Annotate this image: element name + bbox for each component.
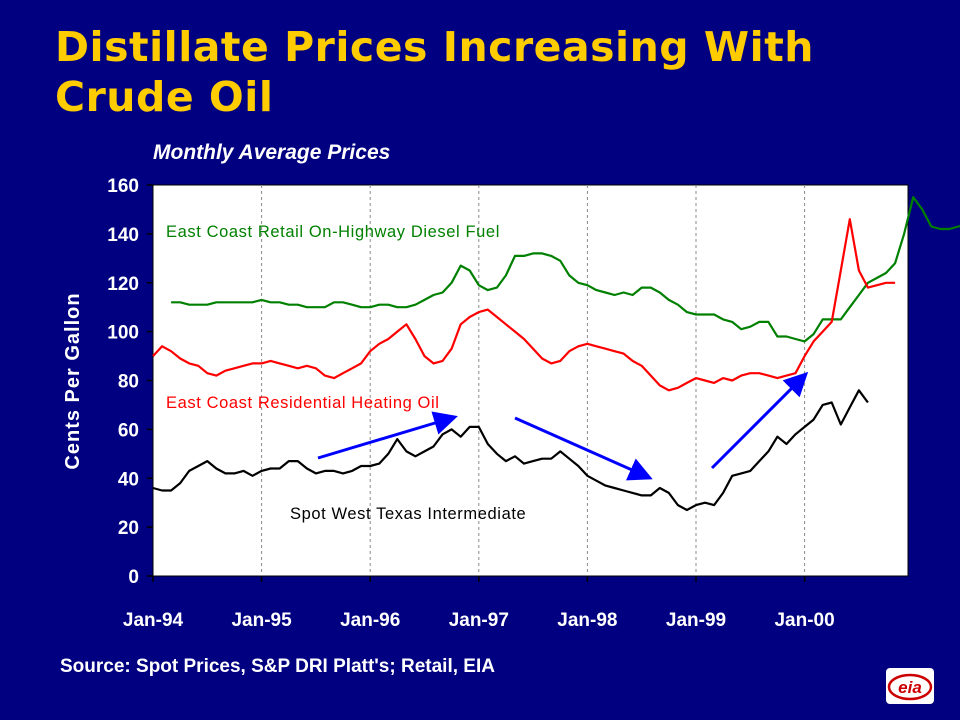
trend-arrow bbox=[317, 411, 458, 460]
y-tick-label: 40 bbox=[118, 469, 139, 490]
wti-label: Spot West Texas Intermediate bbox=[290, 505, 526, 523]
chart-subtitle: Monthly Average Prices bbox=[153, 141, 391, 164]
y-tick-label: 0 bbox=[128, 567, 139, 588]
y-tick-label: 140 bbox=[107, 225, 139, 246]
heating-series-line bbox=[152, 218, 896, 392]
x-tick-label: Jan-97 bbox=[449, 610, 509, 631]
x-tick-label: Jan-99 bbox=[666, 610, 726, 631]
trend-arrow bbox=[514, 416, 653, 481]
x-tick-label: Jan-96 bbox=[340, 610, 400, 631]
diesel-series-line bbox=[171, 196, 960, 343]
plot-area bbox=[152, 184, 909, 577]
y-tick-label: 120 bbox=[107, 274, 139, 295]
y-tick-label: 100 bbox=[107, 323, 139, 344]
diesel-label: East Coast Retail On-Highway Diesel Fuel bbox=[166, 223, 500, 241]
eia-logo-text: eia bbox=[898, 678, 922, 697]
x-tick-label: Jan-94 bbox=[123, 610, 184, 631]
x-tick-label: Jan-00 bbox=[774, 610, 834, 631]
x-tick-label: Jan-98 bbox=[557, 610, 617, 631]
wti-series-line bbox=[152, 389, 869, 512]
y-tick-label: 20 bbox=[118, 518, 139, 539]
y-tick-label: 60 bbox=[118, 420, 139, 441]
heating-label: East Coast Residential Heating Oil bbox=[166, 394, 440, 412]
trend-arrow bbox=[710, 371, 809, 470]
y-tick-label: 160 bbox=[107, 176, 139, 197]
eia-logo: eia bbox=[886, 668, 934, 704]
y-axis-title: Cents Per Gallon bbox=[62, 292, 84, 469]
page-title: Distillate Prices Increasing With Crude … bbox=[55, 23, 814, 121]
y-tick-label: 80 bbox=[118, 372, 139, 393]
x-tick-label: Jan-95 bbox=[231, 610, 292, 631]
source-note: Source: Spot Prices, S&P DRI Platt's; Re… bbox=[60, 656, 495, 677]
